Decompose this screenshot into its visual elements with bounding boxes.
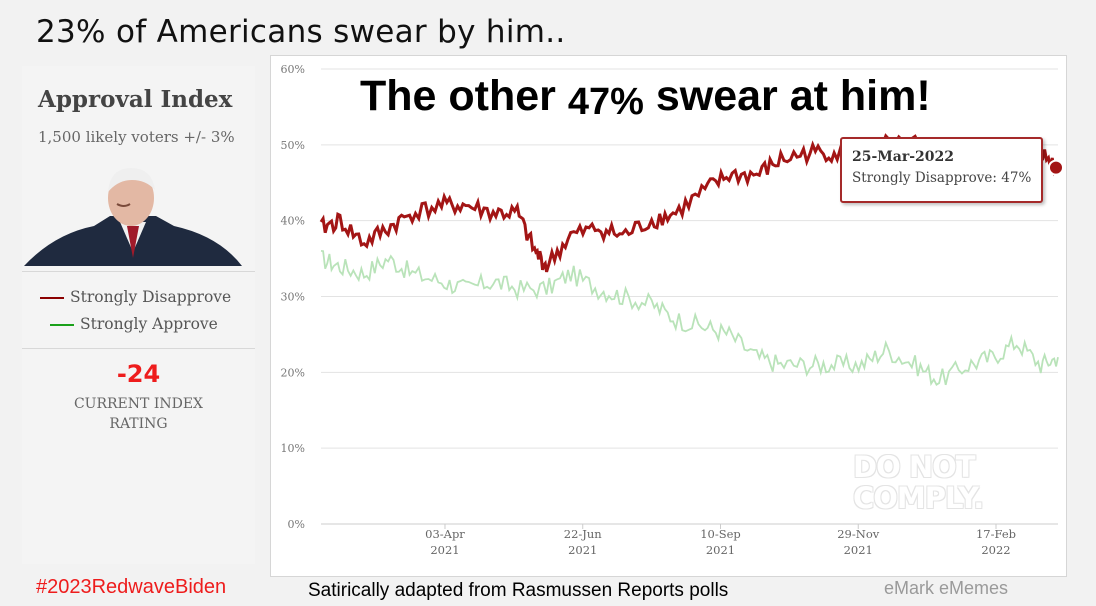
credit: eMark eMemes [884, 578, 1009, 598]
overlay-suffix: swear at him! [643, 72, 931, 120]
x-tick-year: 2021 [430, 543, 459, 557]
tooltip-date: 25-Mar-2022 [852, 149, 955, 165]
do-not-comply-watermark: DO NOT COMPLY. [853, 450, 984, 515]
y-tick-label: 0% [288, 518, 305, 531]
hashtag: #2023RedwaveBiden [36, 576, 227, 598]
watermark-line-1: DO NOT [853, 450, 976, 484]
overlay-prefix: The other [360, 72, 568, 120]
panel-subheading: 1,500 likely voters +/- 3% [38, 128, 235, 146]
legend-label-approve: Strongly Approve [80, 315, 218, 333]
overlay-percent: 47% [567, 81, 644, 123]
source-note: Satirically adapted from Rasmussen Repor… [308, 580, 729, 601]
x-tick-label: 10-Sep [700, 527, 741, 541]
legend-swatch-approve [50, 324, 74, 326]
legend-strongly-approve: Strongly Approve [50, 315, 218, 333]
panel-divider [22, 348, 255, 349]
x-tick-label: 29-Nov [837, 527, 880, 541]
panel-divider [22, 271, 255, 272]
overlay-headline: The other 47% swear at him! [360, 72, 931, 124]
x-tick-year: 2021 [844, 543, 873, 557]
current-index-value: -24 [116, 360, 161, 388]
series-line-strongly-approve [320, 250, 1059, 387]
current-index-label: CURRENT INDEX RATING [22, 394, 255, 434]
x-tick-label: 17-Feb [976, 527, 1016, 541]
highlight-point [1048, 159, 1064, 176]
tooltip-text: Strongly Disapprove: 47% [852, 170, 1032, 186]
y-tick-label: 50% [281, 139, 305, 152]
approval-line-chart: 0% 10% 20% 30% 40% 50% 60% 03-Apr 2021 22-Jun 2021… [281, 63, 1064, 557]
legend-strongly-disapprove: Strongly Disapprove [40, 288, 231, 306]
president-photo [24, 156, 242, 266]
page-title: 23% of Americans swear by him.. [36, 14, 566, 50]
x-tick-label: 22-Jun [564, 527, 603, 541]
x-tick-year: 2022 [981, 543, 1010, 557]
y-tick-label: 20% [281, 366, 305, 379]
panel-heading: Approval Index [38, 86, 233, 113]
x-tick-year: 2021 [568, 543, 597, 557]
chart-tooltip: 25-Mar-2022 Strongly Disapprove: 47% [840, 137, 1043, 203]
legend-swatch-disapprove [40, 297, 64, 299]
watermark-line-2: COMPLY. [853, 481, 984, 515]
x-tick-label: 03-Apr [425, 527, 465, 541]
index-label-text: CURRENT INDEX RATING [73, 396, 204, 432]
y-tick-label: 40% [281, 215, 305, 228]
legend-label-disapprove: Strongly Disapprove [70, 288, 232, 306]
y-tick-label: 60% [281, 63, 305, 76]
y-tick-label: 30% [281, 291, 305, 304]
y-tick-label: 10% [281, 442, 305, 455]
approval-index-panel: Approval Index 1,500 likely voters +/- 3… [22, 66, 255, 564]
x-tick-year: 2021 [706, 543, 735, 557]
